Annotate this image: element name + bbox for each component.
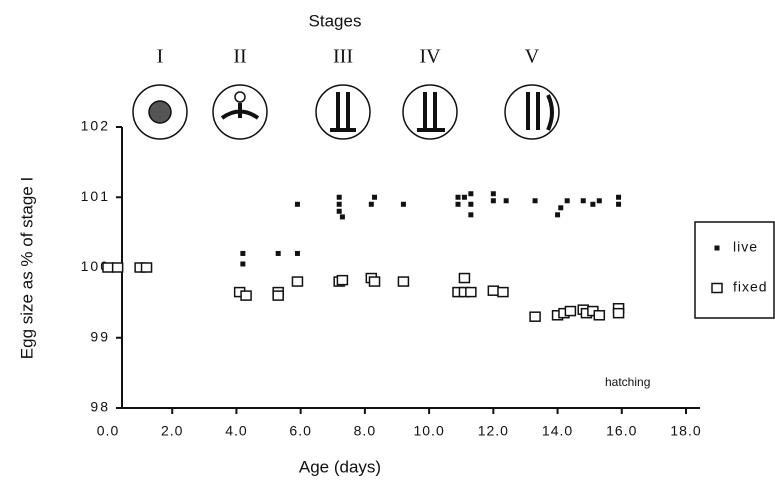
legend xyxy=(695,222,774,318)
point xyxy=(292,277,302,286)
stage-label: V xyxy=(525,46,540,68)
point xyxy=(504,198,509,203)
point xyxy=(103,263,113,272)
point xyxy=(369,202,374,207)
point xyxy=(372,195,377,200)
x-axis-label: Age (days) xyxy=(299,457,381,476)
point xyxy=(468,191,473,196)
point xyxy=(616,202,621,207)
point xyxy=(456,195,461,200)
point xyxy=(616,195,621,200)
point xyxy=(337,202,342,207)
legend-marker xyxy=(712,284,722,293)
y-tick-label: 101 xyxy=(81,188,110,204)
point xyxy=(491,191,496,196)
point xyxy=(398,277,408,286)
x-tick-label: 4.0 xyxy=(225,423,247,439)
point xyxy=(462,195,467,200)
point xyxy=(581,198,586,203)
legend-label: live xyxy=(733,239,758,255)
point xyxy=(459,274,469,283)
point xyxy=(491,198,496,203)
stage-label: II xyxy=(233,46,246,68)
point xyxy=(240,261,245,266)
y-tick-label: 99 xyxy=(90,328,110,344)
point xyxy=(337,209,342,214)
point xyxy=(295,202,300,207)
point xyxy=(113,263,123,272)
point xyxy=(241,291,251,300)
stage-label: III xyxy=(333,46,353,68)
y-tick-label: 98 xyxy=(90,399,110,415)
stage-icons xyxy=(133,85,559,139)
x-tick-label: 18.0 xyxy=(670,423,701,439)
point xyxy=(276,251,281,256)
x-tick-label: 2.0 xyxy=(161,423,183,439)
point xyxy=(594,311,604,320)
point xyxy=(466,288,476,297)
x-tick-label: 6.0 xyxy=(289,423,311,439)
stage-label: IV xyxy=(419,46,441,68)
x-tick-label: 0.0 xyxy=(97,423,119,439)
point xyxy=(565,198,570,203)
point xyxy=(468,212,473,217)
chart: Stages hatching Age (days) Egg size as %… xyxy=(0,0,775,483)
x-tick-label: 16.0 xyxy=(606,423,637,439)
point xyxy=(273,291,283,300)
x-tick-label: 8.0 xyxy=(354,423,376,439)
point xyxy=(456,202,461,207)
annotation: hatching xyxy=(605,375,650,389)
point xyxy=(565,307,575,316)
point xyxy=(295,251,300,256)
point xyxy=(370,277,380,286)
y-axis-label: Egg size as % of stage I xyxy=(17,177,36,359)
y-tick-label: 102 xyxy=(81,118,110,134)
point xyxy=(468,202,473,207)
legend-label: fixed xyxy=(733,279,768,295)
point xyxy=(337,195,342,200)
point xyxy=(337,276,347,285)
point xyxy=(498,288,508,297)
point xyxy=(142,263,152,272)
x-tick-label: 14.0 xyxy=(542,423,573,439)
point xyxy=(401,202,406,207)
point xyxy=(590,202,595,207)
x-tick-label: 10.0 xyxy=(413,423,444,439)
point xyxy=(488,286,498,295)
point xyxy=(530,312,540,321)
point xyxy=(555,212,560,217)
chart-title: Stages xyxy=(309,11,362,30)
x-tick-label: 12.0 xyxy=(478,423,509,439)
point xyxy=(558,205,563,210)
legend-marker xyxy=(715,246,720,251)
stage-label: I xyxy=(157,46,164,68)
point xyxy=(614,309,624,318)
point xyxy=(240,251,245,256)
point xyxy=(340,214,345,219)
point xyxy=(533,198,538,203)
point xyxy=(597,198,602,203)
